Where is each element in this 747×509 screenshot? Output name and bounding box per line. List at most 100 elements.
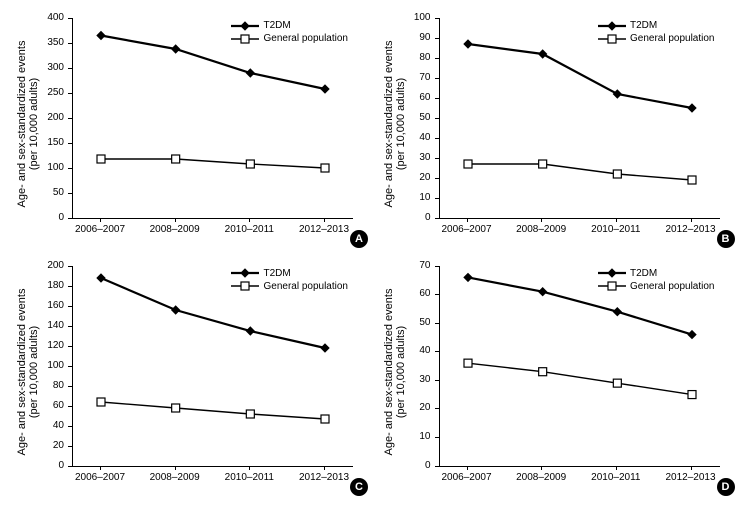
- xtick-mark: [691, 218, 692, 222]
- ytick-mark: [435, 158, 439, 159]
- xtick-mark: [467, 466, 468, 470]
- xtick-mark: [175, 466, 176, 470]
- gen-line: [468, 363, 692, 394]
- ytick-mark: [68, 306, 72, 307]
- ytick-mark: [435, 380, 439, 381]
- legend-label-gen: General population: [263, 281, 348, 292]
- legend-marker-t2dm: [231, 268, 259, 278]
- xtick-mark: [616, 218, 617, 222]
- legend: T2DM General population: [598, 20, 715, 46]
- xtick-mark: [324, 466, 325, 470]
- ytick-mark: [435, 18, 439, 19]
- ytick-mark: [435, 138, 439, 139]
- ylabel-line1: Age- and sex-standardized events: [383, 288, 395, 455]
- chart-svg: [73, 18, 353, 218]
- ytick-label: 70: [377, 260, 431, 271]
- legend-item-t2dm: T2DM: [231, 20, 348, 31]
- xtick-label: 2010–2011: [214, 224, 284, 235]
- gen-line: [101, 402, 325, 419]
- ytick-mark: [68, 286, 72, 287]
- legend: T2DM General population: [231, 268, 348, 294]
- legend-marker-gen: [598, 34, 626, 44]
- chart-svg: [73, 266, 353, 466]
- ylabel-line2: (per 10,000 adults): [395, 78, 407, 170]
- ytick-mark: [435, 78, 439, 79]
- ytick-mark: [68, 193, 72, 194]
- ylabel-line2: (per 10,000 adults): [395, 325, 407, 417]
- ytick-mark: [435, 218, 439, 219]
- panel-b: 01020304050607080901002006–20072008–2009…: [377, 10, 737, 250]
- ytick-mark: [435, 38, 439, 39]
- legend-item-gen: General population: [598, 281, 715, 292]
- legend: T2DM General population: [231, 20, 348, 46]
- legend-item-gen: General population: [231, 281, 348, 292]
- xtick-label: 2012–2013: [656, 472, 726, 483]
- ytick-mark: [435, 266, 439, 267]
- ylabel-line1: Age- and sex-standardized events: [383, 41, 395, 208]
- ytick-mark: [68, 168, 72, 169]
- ytick-mark: [435, 437, 439, 438]
- ylabel-line1: Age- and sex-standardized events: [16, 288, 28, 455]
- legend-marker-t2dm: [598, 268, 626, 278]
- xtick-label: 2008–2009: [140, 472, 210, 483]
- legend-item-gen: General population: [598, 33, 715, 44]
- ytick-mark: [68, 346, 72, 347]
- legend-item-t2dm: T2DM: [598, 268, 715, 279]
- xtick-label: 2008–2009: [506, 472, 576, 483]
- legend-label-t2dm: T2DM: [630, 20, 657, 31]
- ytick-mark: [435, 198, 439, 199]
- ytick-mark: [68, 218, 72, 219]
- plot-area: [439, 266, 720, 467]
- y-axis-label: Age- and sex-standardized events(per 10,…: [383, 272, 407, 472]
- ytick-mark: [68, 366, 72, 367]
- chart-svg: [440, 18, 720, 218]
- panel-badge: B: [717, 230, 735, 248]
- ytick-mark: [435, 58, 439, 59]
- xtick-mark: [691, 466, 692, 470]
- xtick-mark: [616, 466, 617, 470]
- legend-item-t2dm: T2DM: [598, 20, 715, 31]
- xtick-label: 2012–2013: [289, 472, 359, 483]
- xtick-label: 2006–2007: [432, 472, 502, 483]
- ytick-mark: [435, 178, 439, 179]
- xtick-label: 2010–2011: [581, 472, 651, 483]
- xtick-label: 2008–2009: [140, 224, 210, 235]
- legend-marker-gen: [231, 281, 259, 291]
- ytick-mark: [435, 323, 439, 324]
- xtick-mark: [467, 218, 468, 222]
- xtick-label: 2012–2013: [289, 224, 359, 235]
- xtick-label: 2012–2013: [656, 224, 726, 235]
- xtick-mark: [175, 218, 176, 222]
- panel-badge: C: [350, 478, 368, 496]
- ytick-mark: [68, 93, 72, 94]
- xtick-mark: [100, 466, 101, 470]
- legend-label-t2dm: T2DM: [263, 268, 290, 279]
- panel-a: 0501001502002503003504002006–20072008–20…: [10, 10, 370, 250]
- xtick-mark: [324, 218, 325, 222]
- legend-label-gen: General population: [263, 33, 348, 44]
- ytick-label: 200: [10, 260, 64, 271]
- panel-badge: A: [350, 230, 368, 248]
- xtick-label: 2006–2007: [432, 224, 502, 235]
- ylabel-line2: (per 10,000 adults): [28, 325, 40, 417]
- legend-marker-t2dm: [231, 21, 259, 31]
- xtick-label: 2008–2009: [506, 224, 576, 235]
- gen-line: [101, 159, 325, 168]
- panel-badge: D: [717, 478, 735, 496]
- xtick-label: 2010–2011: [214, 472, 284, 483]
- xtick-label: 2010–2011: [581, 224, 651, 235]
- legend-label-t2dm: T2DM: [630, 268, 657, 279]
- ytick-mark: [68, 118, 72, 119]
- legend-item-t2dm: T2DM: [231, 268, 348, 279]
- ytick-mark: [435, 351, 439, 352]
- ytick-mark: [68, 446, 72, 447]
- ytick-mark: [435, 466, 439, 467]
- ytick-mark: [68, 143, 72, 144]
- xtick-mark: [249, 218, 250, 222]
- t2dm-line: [468, 44, 692, 108]
- xtick-label: 2006–2007: [65, 224, 135, 235]
- xtick-mark: [249, 466, 250, 470]
- y-axis-label: Age- and sex-standardized events(per 10,…: [16, 272, 40, 472]
- xtick-mark: [541, 466, 542, 470]
- gen-line: [468, 164, 692, 180]
